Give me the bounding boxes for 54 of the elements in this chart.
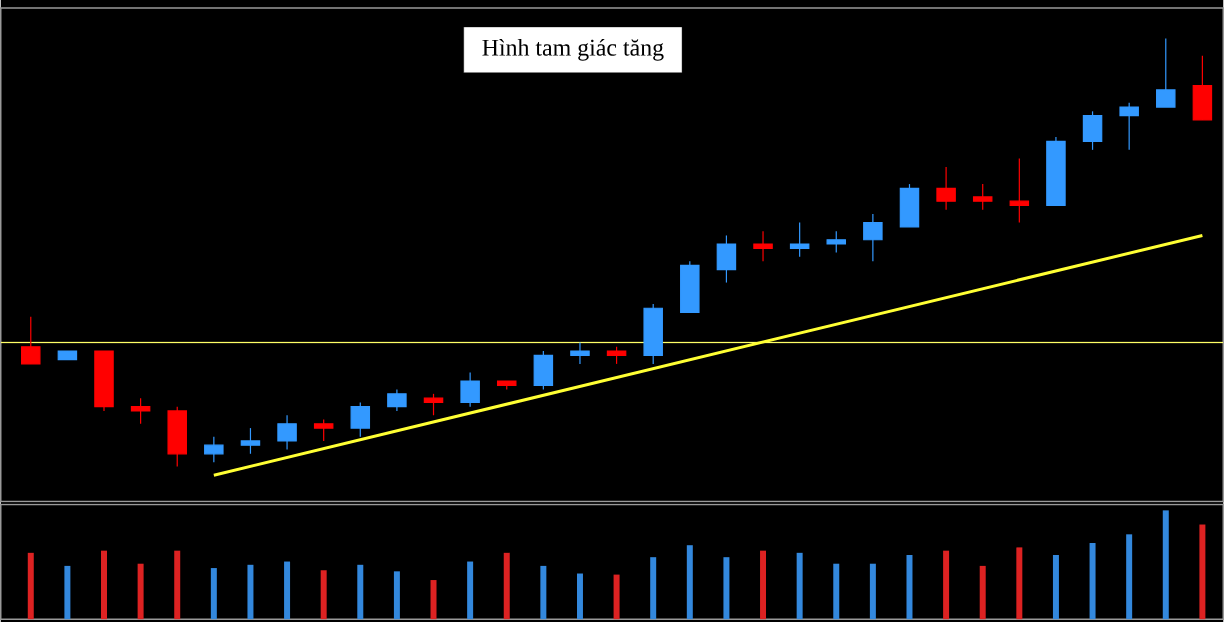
- candlestick: [936, 166, 956, 211]
- candlestick: [423, 393, 444, 416]
- bar: [1089, 542, 1096, 620]
- candlestick: [753, 230, 773, 262]
- bar: [723, 557, 730, 620]
- bar: [210, 567, 217, 620]
- bar: [650, 557, 657, 620]
- bar: [979, 565, 986, 620]
- bar: [869, 563, 876, 620]
- bar: [137, 563, 144, 620]
- bar: [943, 550, 950, 620]
- bar: [101, 550, 107, 620]
- bar: [1016, 547, 1023, 620]
- candlestick: [277, 414, 297, 450]
- candlestick: [387, 388, 407, 412]
- bar: [833, 563, 840, 620]
- bar: [393, 571, 400, 620]
- bar: [27, 552, 34, 620]
- bar: [430, 579, 437, 620]
- bar: [576, 573, 583, 620]
- candlestick: [313, 418, 334, 442]
- bar: [467, 561, 474, 620]
- bar: [174, 550, 181, 620]
- candlestick: [130, 397, 151, 425]
- bar: [1052, 554, 1059, 620]
- bar: [503, 552, 510, 620]
- candlestick: [1156, 37, 1176, 108]
- candlestick: [240, 427, 261, 455]
- bar: [1126, 534, 1133, 620]
- bar: [320, 570, 327, 620]
- candlestick: [350, 401, 371, 438]
- bar: [284, 561, 291, 620]
- bar: [906, 554, 913, 620]
- candlestick: [972, 183, 993, 211]
- bar: [1199, 524, 1206, 620]
- chart-title: Hình tam giác tăng: [482, 38, 664, 61]
- candlestick: [1119, 102, 1139, 151]
- bar: [760, 550, 767, 620]
- bar: [247, 564, 254, 620]
- candlestick: [789, 221, 810, 258]
- candlestick: [460, 371, 480, 408]
- bar: [613, 574, 620, 620]
- bar: [64, 565, 71, 620]
- bar: [540, 565, 547, 620]
- candlestick: [863, 213, 883, 262]
- candlestick: [570, 341, 590, 365]
- candlestick: [204, 435, 224, 463]
- bar: [1162, 510, 1169, 620]
- candlestick: [21, 316, 41, 365]
- bar: [357, 564, 364, 620]
- candlestick: [1009, 157, 1030, 224]
- bar: [686, 545, 693, 620]
- bar: [796, 552, 803, 620]
- candlestick: [826, 230, 847, 254]
